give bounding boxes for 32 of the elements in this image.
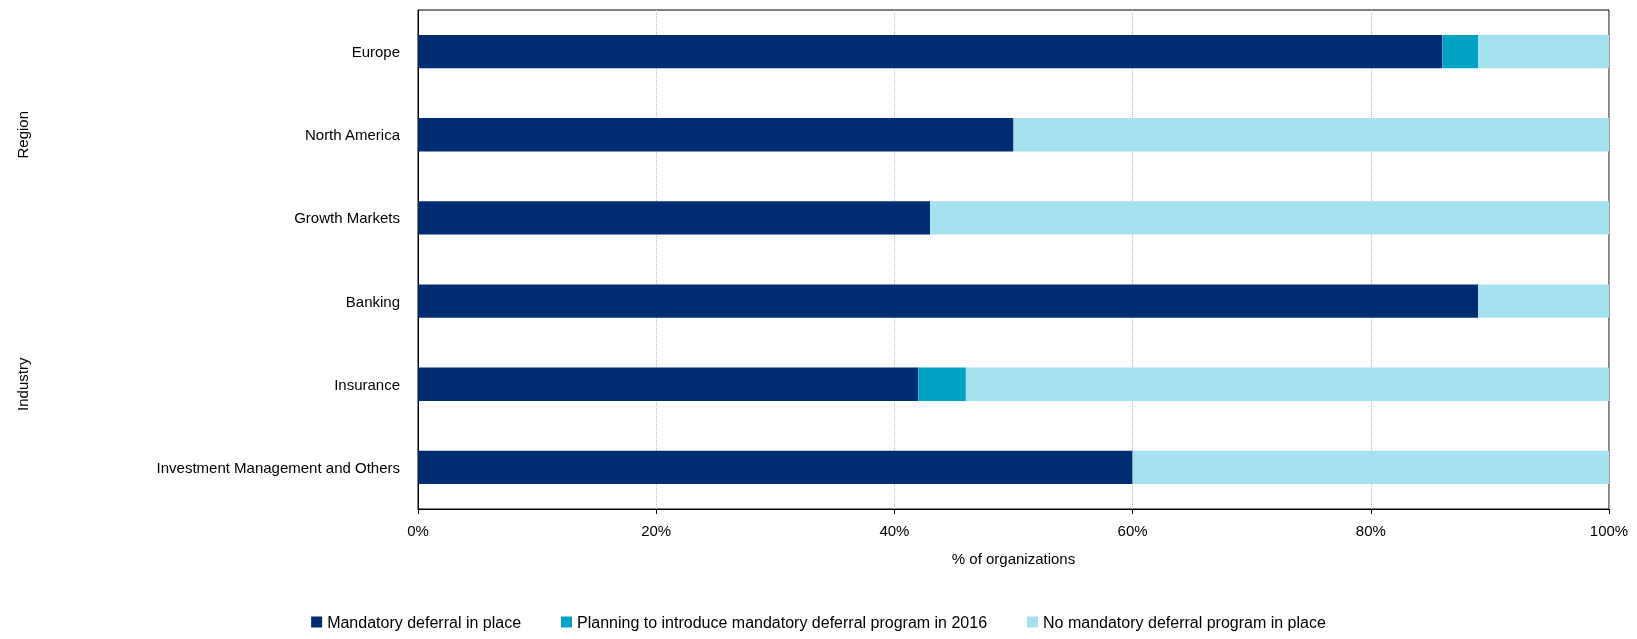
y-tick-label: Growth Markets bbox=[294, 209, 400, 227]
bar bbox=[1477, 284, 1609, 318]
bar bbox=[418, 118, 1014, 152]
bar bbox=[418, 450, 1133, 485]
x-axis-title: % of organizations bbox=[951, 550, 1076, 567]
bar bbox=[1013, 118, 1609, 152]
bar bbox=[1477, 34, 1609, 69]
x-tick-label: 80% bbox=[1355, 522, 1386, 539]
legend-label: Mandatory deferral in place bbox=[327, 613, 522, 631]
y-tick-label: Insurance bbox=[334, 375, 400, 393]
text: Industry bbox=[13, 357, 31, 411]
bar bbox=[1132, 450, 1609, 485]
y-tick-label: Europe bbox=[351, 43, 400, 61]
bar bbox=[418, 201, 931, 235]
bar bbox=[418, 34, 1443, 69]
bar bbox=[1442, 34, 1478, 69]
bar bbox=[930, 201, 1609, 235]
y-tick-label: Investment Management and Others bbox=[156, 458, 400, 476]
text: Region bbox=[13, 110, 31, 159]
legend-label: Planning to introduce mandatory deferral program in 2016 bbox=[577, 613, 988, 631]
bar bbox=[418, 284, 1478, 318]
x-tick-label: 60% bbox=[1117, 522, 1148, 539]
x-tick-label: 0% bbox=[407, 522, 429, 539]
x-tick-label: 40% bbox=[879, 522, 910, 539]
bar bbox=[918, 367, 966, 401]
legend-label: No mandatory deferral program in place bbox=[1043, 613, 1326, 631]
y-tick-label: Banking bbox=[345, 292, 400, 310]
y-tick-label: North America bbox=[304, 126, 401, 144]
x-tick-label: 100% bbox=[1589, 522, 1629, 539]
bar bbox=[418, 367, 919, 401]
bar bbox=[965, 367, 1609, 401]
x-tick-label: 20% bbox=[641, 522, 672, 539]
